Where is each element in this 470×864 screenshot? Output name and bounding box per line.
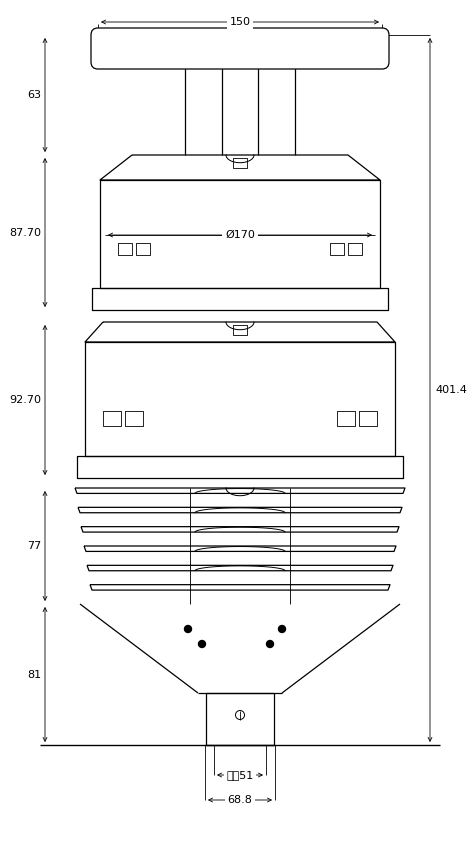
Polygon shape bbox=[85, 342, 395, 456]
Polygon shape bbox=[118, 243, 132, 255]
Polygon shape bbox=[233, 158, 247, 168]
Polygon shape bbox=[75, 488, 405, 493]
Polygon shape bbox=[92, 288, 388, 310]
Polygon shape bbox=[85, 322, 395, 342]
Polygon shape bbox=[103, 411, 121, 426]
Text: 81: 81 bbox=[27, 670, 41, 679]
Polygon shape bbox=[81, 527, 399, 532]
Polygon shape bbox=[125, 411, 143, 426]
Text: 150: 150 bbox=[229, 17, 251, 27]
Text: 401.4: 401.4 bbox=[435, 385, 467, 395]
Polygon shape bbox=[100, 155, 380, 180]
Text: 内彤51: 内彤51 bbox=[227, 770, 254, 780]
Polygon shape bbox=[233, 325, 247, 335]
FancyBboxPatch shape bbox=[91, 28, 389, 69]
Polygon shape bbox=[337, 411, 355, 426]
Text: Ø170: Ø170 bbox=[225, 230, 255, 240]
Polygon shape bbox=[348, 243, 362, 255]
Text: 68.8: 68.8 bbox=[227, 795, 252, 805]
Circle shape bbox=[198, 640, 205, 647]
Polygon shape bbox=[136, 243, 150, 255]
Polygon shape bbox=[84, 546, 396, 551]
Circle shape bbox=[279, 626, 285, 632]
Circle shape bbox=[266, 640, 274, 647]
Text: 92.70: 92.70 bbox=[9, 395, 41, 405]
Polygon shape bbox=[359, 411, 377, 426]
Polygon shape bbox=[77, 456, 403, 478]
Text: 77: 77 bbox=[27, 541, 41, 551]
Circle shape bbox=[185, 626, 191, 632]
Polygon shape bbox=[90, 585, 390, 590]
Polygon shape bbox=[100, 180, 380, 288]
Polygon shape bbox=[78, 507, 402, 512]
Polygon shape bbox=[330, 243, 344, 255]
Polygon shape bbox=[206, 693, 274, 745]
Text: 87.70: 87.70 bbox=[9, 227, 41, 238]
Text: 63: 63 bbox=[27, 90, 41, 100]
Polygon shape bbox=[87, 565, 393, 571]
